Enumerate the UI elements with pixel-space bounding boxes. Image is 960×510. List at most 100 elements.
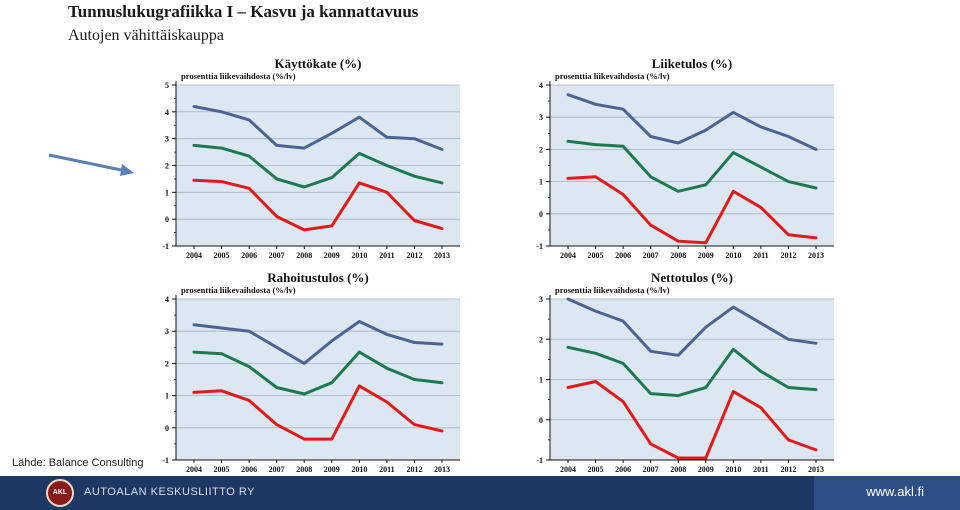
x-tick-label: 2009 xyxy=(324,465,340,474)
x-tick-label: 2011 xyxy=(753,251,769,260)
series-line-1 xyxy=(566,93,818,151)
data-point xyxy=(275,386,278,389)
chart-kayttokate: Käyttökate (%)prosenttia liikevaihdosta … xyxy=(162,56,460,260)
y-tick-label: 1 xyxy=(539,376,543,385)
data-point xyxy=(732,390,735,393)
x-tick-label: 2005 xyxy=(588,465,604,474)
x-tick-label: 2007 xyxy=(269,251,285,260)
x-tick-label: 2006 xyxy=(615,465,631,474)
data-point xyxy=(440,148,444,151)
data-point xyxy=(413,341,416,344)
data-point xyxy=(385,367,389,370)
data-point xyxy=(594,352,597,355)
x-tick-label: 2004 xyxy=(186,251,202,260)
x-tick-label: 2010 xyxy=(351,251,367,260)
data-point xyxy=(704,128,707,132)
data-point xyxy=(192,323,196,326)
data-point xyxy=(677,141,680,145)
chart-title: Rahoitustulos (%) xyxy=(267,270,369,285)
data-point xyxy=(594,309,597,313)
series-line-1 xyxy=(566,297,818,357)
x-tick-label: 2004 xyxy=(560,251,576,260)
data-point xyxy=(413,378,416,381)
data-point xyxy=(649,442,652,446)
data-point xyxy=(677,394,680,397)
chart-rahoitustulos: Rahoitustulos (%)prosenttia liikevaihdos… xyxy=(162,270,460,474)
data-point xyxy=(358,384,361,388)
data-point xyxy=(385,400,389,404)
data-point xyxy=(192,144,196,147)
data-point xyxy=(677,190,680,193)
data-point xyxy=(594,380,597,383)
x-tick-label: 2005 xyxy=(214,251,230,260)
data-point xyxy=(247,365,251,368)
data-point xyxy=(440,342,444,346)
data-point xyxy=(621,362,625,365)
data-point xyxy=(330,339,333,343)
data-point xyxy=(330,132,333,135)
chart-unit-label: prosenttia liikevaihdosta (%/lv) xyxy=(181,285,296,295)
source-note: Lähde: Balance Consulting xyxy=(12,457,144,469)
y-tick-label: 0 xyxy=(165,424,169,433)
data-point xyxy=(787,338,790,341)
data-point xyxy=(303,362,306,365)
data-point xyxy=(566,177,570,180)
x-tick-label: 2013 xyxy=(434,251,450,260)
y-tick-label: 5 xyxy=(165,81,169,90)
y-tick-label: -1 xyxy=(536,456,543,465)
y-tick-label: 3 xyxy=(165,135,169,144)
data-point xyxy=(275,177,278,181)
data-point xyxy=(330,176,333,179)
akl-logo: AKL xyxy=(46,479,74,507)
data-point xyxy=(649,175,652,178)
data-point xyxy=(247,399,251,402)
data-point xyxy=(303,185,306,189)
series-line-3 xyxy=(192,178,444,232)
organization-name: AUTOALAN KESKUSLIITTO RY xyxy=(84,486,255,498)
y-tick-label: 0 xyxy=(539,210,543,219)
y-tick-label: 3 xyxy=(539,113,543,122)
x-tick-label: 2013 xyxy=(434,465,450,474)
data-point xyxy=(220,389,223,392)
series-line-3 xyxy=(192,384,444,441)
x-tick-label: 2006 xyxy=(615,251,631,260)
data-point xyxy=(787,180,790,183)
x-tick-label: 2007 xyxy=(643,251,659,260)
chart-liiketulos: Liiketulos (%)prosenttia liikevaihdosta … xyxy=(536,56,834,260)
chart-title: Käyttökate (%) xyxy=(274,56,361,71)
data-point xyxy=(704,183,707,187)
data-point xyxy=(220,110,223,114)
data-point xyxy=(787,233,790,236)
data-point xyxy=(220,180,223,183)
chart-unit-label: prosenttia liikevaihdosta (%/lv) xyxy=(555,285,670,295)
data-point xyxy=(192,105,196,108)
y-tick-label: -1 xyxy=(162,456,169,465)
series-line-1 xyxy=(192,105,444,151)
data-point xyxy=(330,381,333,384)
x-tick-label: 2008 xyxy=(296,465,312,474)
data-point xyxy=(275,144,278,147)
chart-unit-label: prosenttia liikevaihdosta (%/lv) xyxy=(181,71,296,81)
data-point xyxy=(759,125,763,129)
y-tick-label: -1 xyxy=(536,242,543,251)
chart-title: Nettotulos (%) xyxy=(651,270,733,285)
data-point xyxy=(677,456,680,460)
data-point xyxy=(677,354,680,357)
data-point xyxy=(787,135,790,138)
y-tick-label: 2 xyxy=(539,335,543,344)
data-point xyxy=(413,423,416,426)
x-tick-label: 2006 xyxy=(241,251,257,260)
data-point xyxy=(413,137,416,140)
x-tick-label: 2005 xyxy=(214,465,230,474)
website-link[interactable]: www.akl.fi xyxy=(866,484,924,499)
x-tick-label: 2007 xyxy=(269,465,285,474)
y-tick-label: 0 xyxy=(165,215,169,224)
data-point xyxy=(759,370,763,373)
data-point xyxy=(649,350,652,353)
x-tick-label: 2010 xyxy=(725,251,741,260)
x-tick-label: 2007 xyxy=(643,465,659,474)
y-tick-label: 4 xyxy=(539,81,543,90)
x-tick-label: 2011 xyxy=(753,465,769,474)
data-point xyxy=(594,175,597,178)
data-point xyxy=(759,406,763,409)
